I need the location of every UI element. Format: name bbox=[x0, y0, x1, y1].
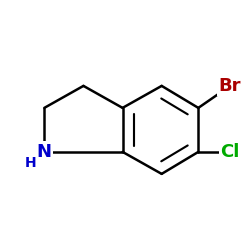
Text: H: H bbox=[25, 156, 37, 170]
Text: N: N bbox=[37, 143, 52, 161]
Text: Cl: Cl bbox=[220, 143, 240, 161]
Text: Br: Br bbox=[219, 77, 241, 95]
